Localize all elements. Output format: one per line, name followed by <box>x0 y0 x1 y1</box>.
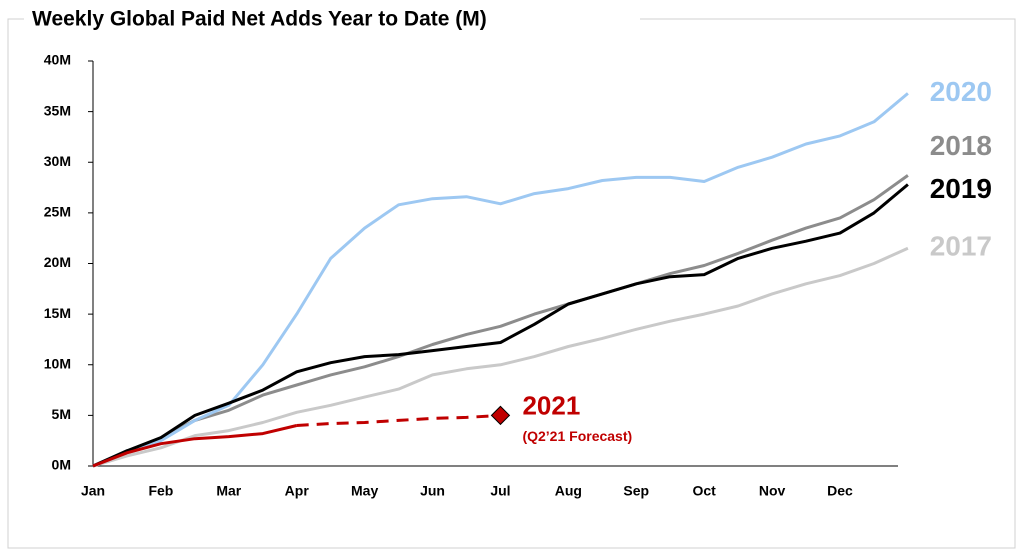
forecast-marker <box>490 405 511 426</box>
series-label: 2018 <box>930 130 992 161</box>
forecast-label: (Q2’21 Forecast) <box>522 428 632 444</box>
x-tick-label: Jan <box>81 483 105 499</box>
series-line <box>296 413 501 427</box>
series-label: 2019 <box>930 173 992 204</box>
x-tick-label: May <box>351 483 378 499</box>
y-tick-label: 35M <box>44 102 71 118</box>
series-label: 2017 <box>930 231 992 262</box>
title-backdrop <box>24 4 640 36</box>
series-line <box>92 183 909 468</box>
y-tick-label: 15M <box>44 305 71 321</box>
series-line <box>92 246 909 468</box>
series-line <box>92 174 909 468</box>
x-tick-label: Mar <box>216 483 241 499</box>
x-tick-label: Dec <box>827 483 853 499</box>
y-tick-label: 30M <box>44 153 71 169</box>
series-line <box>92 92 909 468</box>
x-tick-label: Feb <box>148 483 173 499</box>
frame <box>7 18 1016 549</box>
y-tick-label: 0M <box>52 457 71 473</box>
x-tick-label: Oct <box>693 483 717 499</box>
y-tick-label: 40M <box>44 52 71 68</box>
x-tick-label: Jul <box>490 483 510 499</box>
series-label: 2020 <box>930 76 992 107</box>
y-tick-label: 20M <box>44 254 71 270</box>
y-tick-label: 5M <box>52 406 71 422</box>
chart-title: Weekly Global Paid Net Adds Year to Date… <box>32 8 487 31</box>
series-label: 2021 <box>522 390 580 420</box>
x-tick-label: Apr <box>285 483 310 499</box>
x-tick-label: Sep <box>623 483 649 499</box>
y-tick-label: 10M <box>44 355 71 371</box>
x-tick-label: Jun <box>420 483 445 499</box>
x-tick-label: Nov <box>759 483 786 499</box>
y-tick-label: 25M <box>44 204 71 220</box>
series-line <box>92 424 298 468</box>
x-tick-label: Aug <box>555 483 582 499</box>
